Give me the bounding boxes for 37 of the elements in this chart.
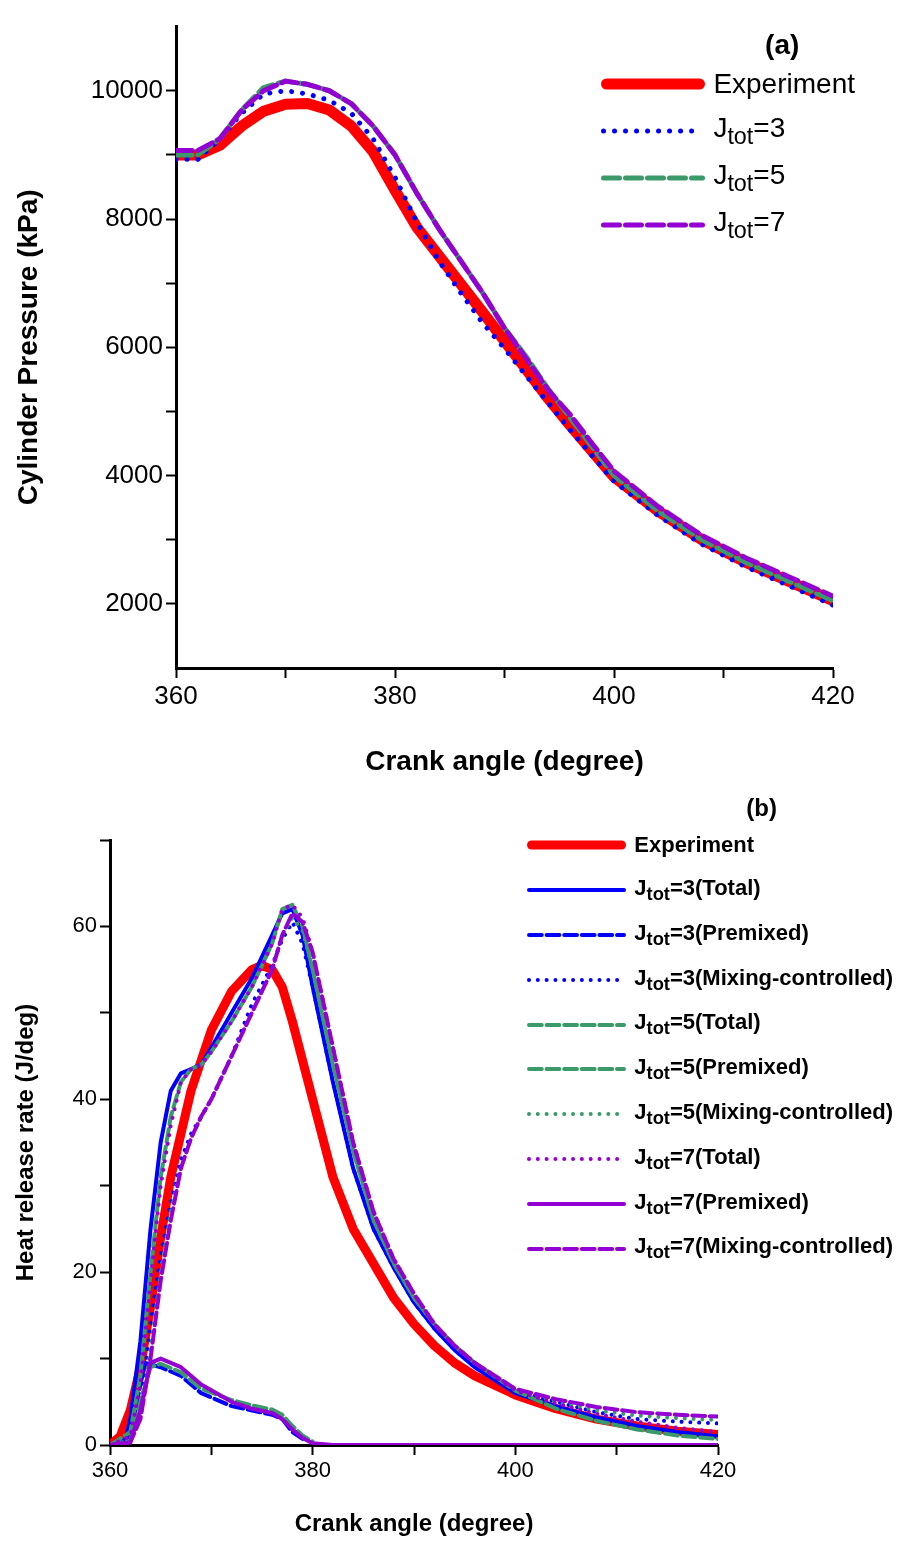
y-tick-label: 6000 [105, 330, 163, 361]
y-tick-label: 10000 [90, 73, 163, 104]
x-axis-title: Crank angle (degree) [294, 1509, 534, 1537]
legend-label: Experiment [713, 67, 855, 100]
legend-label: J$_{tot}$=7(Total) [634, 1143, 761, 1175]
legend-label: J$_{tot}$=7(Mixing-controlled) [634, 1233, 893, 1264]
y-tick-label: 40 [72, 1085, 97, 1111]
x-tick-label: 400 [592, 679, 636, 710]
y-tick-label: 20 [72, 1258, 97, 1284]
y-tick-label: 0 [84, 1431, 97, 1457]
legend-label: J$_{tot}$=7 [713, 205, 786, 244]
y-tick-label: 2000 [105, 587, 163, 618]
legend-label: J$_{tot}$=5(Premixed) [634, 1054, 809, 1085]
legend-label: J$_{tot}$=5(Total) [634, 1009, 761, 1040]
y-axis-title: Cylinder Pressure (kPa) [11, 189, 43, 506]
legend-label: J$_{tot}$=5 [713, 158, 786, 197]
x-tick-label: 420 [699, 1457, 737, 1483]
y-axis-title: Heat release rate (J/deg) [11, 1003, 39, 1282]
x-axis-title: Crank angle (degree) [365, 744, 644, 776]
legend-label: J$_{tot}$=3(Premixed) [634, 919, 809, 951]
y-tick-label: 60 [72, 912, 97, 938]
x-tick-label: 380 [373, 679, 417, 710]
legend-label: J$_{tot}$=5(Mixing-controlled) [634, 1098, 893, 1130]
x-tick-label: 360 [91, 1457, 129, 1483]
y-tick-label: 8000 [105, 202, 163, 233]
chart-title: (b) [745, 793, 778, 823]
legend-label: J$_{tot}$=7(Premixed) [634, 1188, 809, 1219]
x-tick-label: 420 [811, 679, 855, 710]
x-tick-label: 360 [154, 679, 198, 710]
legend-label: J$_{tot}$=3 [713, 111, 786, 150]
legend-label: J$_{tot}$=3(Mixing-controlled) [634, 964, 893, 995]
chart-title: (a) [764, 29, 801, 60]
legend-label: J$_{tot}$=3(Total) [634, 875, 761, 906]
y-tick-label: 4000 [105, 458, 163, 489]
x-tick-label: 380 [294, 1457, 332, 1483]
x-tick-label: 400 [496, 1457, 534, 1483]
legend-label: Experiment [634, 832, 755, 859]
